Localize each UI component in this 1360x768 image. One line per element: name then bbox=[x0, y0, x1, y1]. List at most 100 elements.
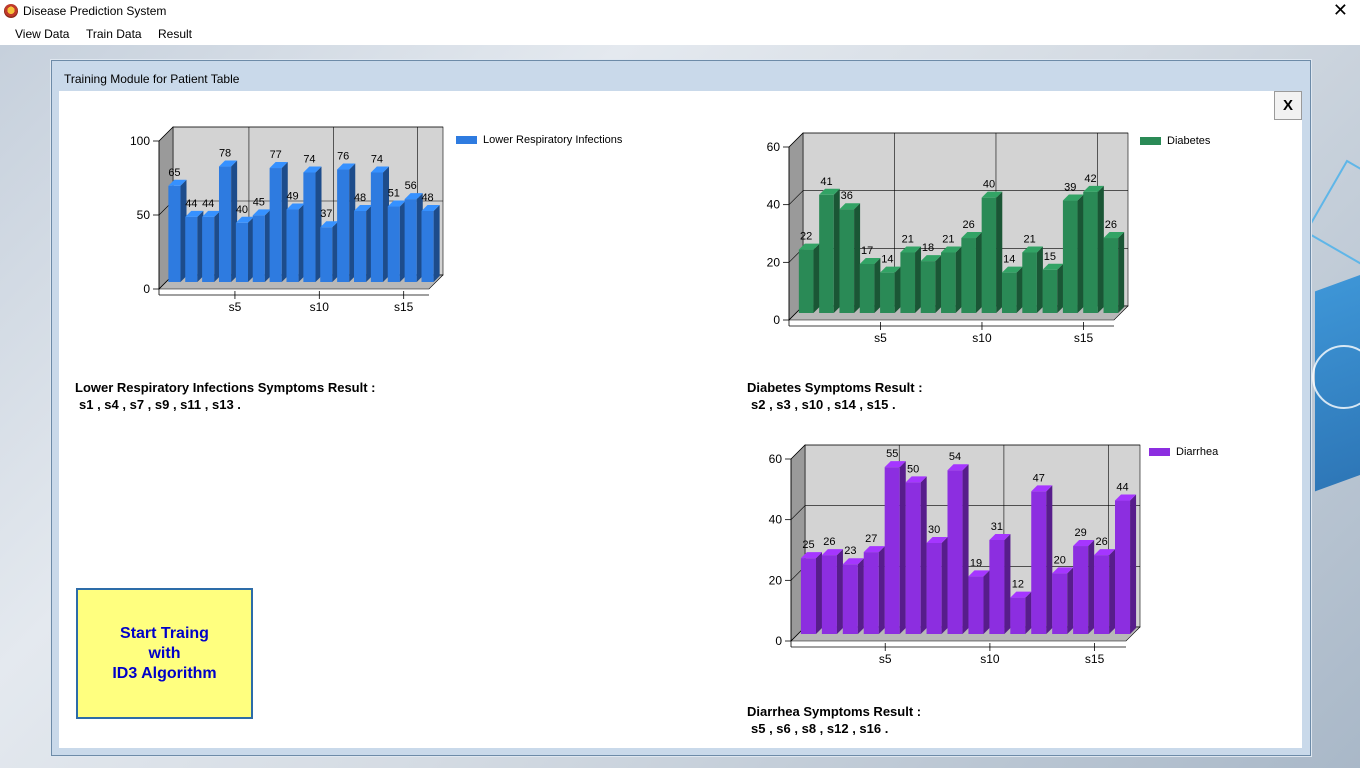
diabetes-result-values: s2 , s3 , s10 , s14 , s15 . bbox=[751, 397, 896, 412]
bar-top bbox=[1103, 232, 1125, 239]
chart-bar bbox=[1022, 246, 1043, 313]
chart-data-label: 65 bbox=[168, 167, 180, 179]
bar-front bbox=[859, 263, 875, 313]
chart-bar bbox=[926, 537, 948, 634]
chart-data-label: 77 bbox=[270, 149, 282, 161]
chart-bar bbox=[1031, 485, 1053, 634]
training-window: Training Module for Patient Table X 0 50 1… bbox=[51, 60, 1311, 756]
lri-legend-swatch bbox=[456, 136, 477, 145]
bar-front bbox=[303, 172, 316, 282]
bar-side bbox=[383, 166, 390, 282]
chart-bar bbox=[941, 246, 962, 313]
chart-data-label: 44 bbox=[185, 198, 197, 210]
chart-bar bbox=[819, 188, 840, 313]
chart-grid-line bbox=[790, 505, 806, 520]
window-close-button[interactable]: X bbox=[1274, 91, 1302, 120]
bar-side bbox=[1130, 494, 1137, 634]
chart-bar bbox=[798, 243, 820, 313]
start-training-button[interactable]: Start Traing with ID3 Algorithm bbox=[76, 588, 253, 719]
diarrhea-legend: Diarrhea bbox=[1149, 446, 1218, 458]
bar-top bbox=[981, 191, 1003, 198]
diarrhea-result-title: Diarrhea Symptoms Result : bbox=[747, 704, 922, 719]
bar-side bbox=[399, 200, 406, 282]
bar-side bbox=[899, 461, 906, 634]
bar-front bbox=[235, 222, 249, 282]
bar-front bbox=[900, 252, 916, 313]
app-title: Disease Prediction System bbox=[23, 4, 167, 18]
bar-top bbox=[920, 255, 942, 262]
chart-data-label: 27 bbox=[865, 533, 877, 545]
bar-side bbox=[1046, 485, 1053, 634]
bar-side bbox=[214, 210, 221, 282]
bar-front bbox=[1022, 252, 1037, 313]
chart-data-label: 15 bbox=[1044, 251, 1056, 263]
chart-bar bbox=[252, 209, 271, 282]
chart-y-tick-label: 60 bbox=[769, 452, 783, 466]
chart-bar bbox=[1094, 549, 1116, 634]
bar-side bbox=[315, 166, 322, 282]
chart-grid-line bbox=[788, 132, 804, 148]
bar-side bbox=[332, 221, 339, 282]
bar-side bbox=[854, 203, 861, 313]
bar-front bbox=[404, 199, 417, 282]
diabetes-chart-svg: 0 20 40 60 s5 s10 s15 22 41 36 17 14 21 18 21 26 40 14 21 1… bbox=[767, 132, 1129, 345]
bar-side bbox=[1067, 567, 1074, 634]
menu-train-data[interactable]: Train Data bbox=[86, 27, 142, 41]
bar-side bbox=[894, 266, 901, 313]
bar-side bbox=[298, 203, 305, 282]
bar-front bbox=[1094, 555, 1110, 634]
chart-bar bbox=[981, 191, 1003, 313]
chart-bar bbox=[286, 203, 305, 282]
chart-y-tick-label: 60 bbox=[767, 140, 781, 154]
chart-bar bbox=[421, 204, 440, 282]
bar-side bbox=[1109, 549, 1116, 634]
chart-bar bbox=[370, 166, 390, 282]
bar-top bbox=[218, 160, 238, 167]
bar-top bbox=[320, 221, 339, 228]
bar-side bbox=[857, 558, 864, 634]
chart-bar bbox=[920, 255, 942, 313]
chart-data-label: 20 bbox=[1054, 554, 1066, 566]
diabetes-chart: 0 20 40 60 s5 s10 s15 22 41 36 17 14 21 18 21 26 40 14 21 1… bbox=[729, 131, 1129, 351]
chart-data-label: 40 bbox=[983, 179, 995, 191]
chart-bar bbox=[168, 179, 187, 282]
bar-top bbox=[1031, 485, 1053, 492]
bar-top bbox=[353, 204, 373, 211]
menu-view-data[interactable]: View Data bbox=[15, 27, 70, 41]
chart-data-label: 22 bbox=[800, 231, 812, 243]
bar-front bbox=[839, 209, 855, 313]
bar-side bbox=[915, 246, 922, 313]
bar-side bbox=[975, 232, 982, 313]
bar-top bbox=[798, 243, 820, 250]
bar-front bbox=[981, 197, 997, 313]
chart-bar bbox=[1114, 494, 1137, 634]
bar-top bbox=[404, 193, 423, 200]
bar-side bbox=[1004, 533, 1011, 634]
diarrhea-legend-label: Diarrhea bbox=[1176, 446, 1219, 458]
menu-result[interactable]: Result bbox=[158, 27, 193, 41]
chart-grid-line bbox=[790, 444, 806, 460]
bar-top bbox=[926, 537, 948, 543]
bar-front bbox=[1031, 491, 1047, 634]
bar-side bbox=[996, 191, 1003, 313]
chart-bar bbox=[863, 546, 885, 634]
bar-front bbox=[941, 252, 956, 313]
bar-top bbox=[800, 552, 823, 559]
bar-front bbox=[1052, 573, 1068, 634]
chart-x-tick-label: s10 bbox=[980, 652, 1000, 666]
close-icon[interactable]: ✕ bbox=[1332, 0, 1348, 20]
chart-bar bbox=[387, 200, 406, 282]
title-bar: Disease Prediction System ✕ bbox=[0, 0, 1360, 23]
chart-data-label: 12 bbox=[1012, 579, 1024, 591]
chart-bar bbox=[1052, 567, 1074, 634]
bar-top bbox=[1022, 246, 1043, 253]
bar-front bbox=[320, 227, 333, 282]
chart-data-label: 50 bbox=[907, 463, 919, 475]
chart-data-label: 47 bbox=[1033, 472, 1045, 484]
bar-front bbox=[218, 166, 232, 282]
chart-x-tick-label: s15 bbox=[394, 300, 414, 314]
chart-bar bbox=[218, 160, 238, 282]
bar-side bbox=[1118, 232, 1125, 313]
chart-x-tick-label: s15 bbox=[1074, 331, 1094, 345]
diarrhea-chart: 0 20 40 60 s5 s10 s15 25 26 23 27 55 50 30 54 19 31 12 47 2… bbox=[729, 441, 1141, 666]
